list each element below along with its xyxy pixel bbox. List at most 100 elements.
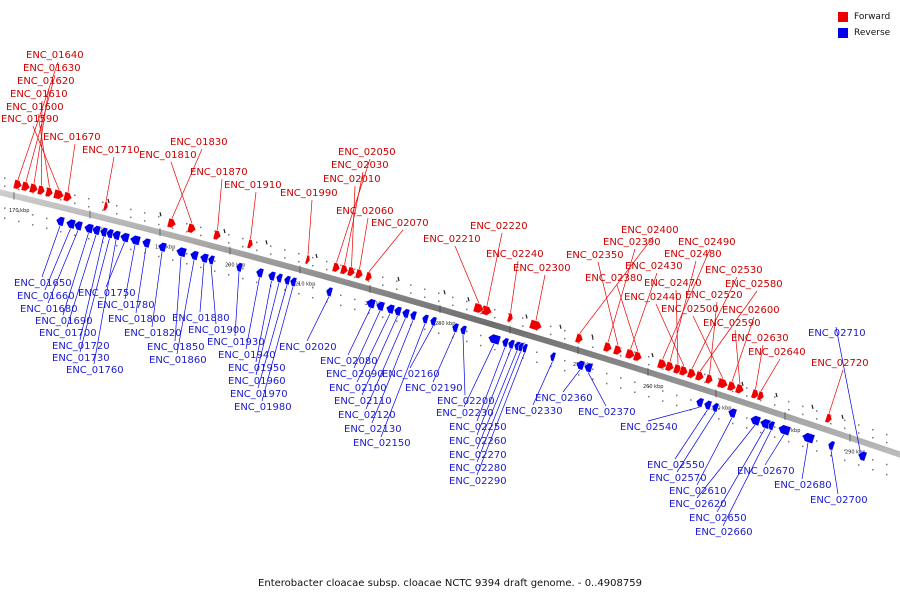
track-dot <box>620 387 622 389</box>
track-dot <box>802 405 804 408</box>
track-dot <box>326 268 328 271</box>
reverse-gene-label: ENC_01760 <box>66 365 124 376</box>
forward-gene <box>346 266 356 277</box>
track-dot <box>340 304 342 307</box>
reverse-gene <box>157 242 168 253</box>
reverse-gene <box>255 267 265 279</box>
track-dot <box>4 217 6 219</box>
track-dot <box>284 249 286 251</box>
reverse-gene-label: ENC_02250 <box>449 422 507 433</box>
leader-line <box>699 290 758 372</box>
reverse-gene <box>385 304 396 315</box>
track-dot <box>298 283 300 285</box>
track-dot <box>186 231 188 233</box>
forward-gene <box>354 268 364 279</box>
track-dot <box>620 377 622 379</box>
reverse-gene <box>517 342 525 353</box>
track-dot <box>424 296 426 298</box>
reverse-gene-label: ENC_01970 <box>230 389 288 400</box>
track-dot <box>662 390 664 392</box>
track-dot <box>676 394 678 397</box>
reverse-gene-label: ENC_02700 <box>810 495 868 506</box>
track-dot <box>46 227 48 230</box>
reverse-gene <box>119 232 131 243</box>
leader-line <box>67 143 76 193</box>
forward-gene-label: ENC_01610 <box>10 89 68 100</box>
gene-labels: ENC_01640 ENC_01630 ENC_01620 ENC_01610 ENC_… <box>1 50 869 538</box>
track-dot <box>550 365 552 368</box>
leader-line <box>716 428 766 513</box>
forward-gene-label: ENC_02060 <box>336 206 394 217</box>
track-dot <box>74 194 76 196</box>
track-dot <box>158 223 160 226</box>
track-dot <box>200 234 202 237</box>
forward-gene <box>52 188 65 200</box>
leader-line <box>171 148 203 219</box>
leader-line <box>709 301 718 375</box>
reverse-gene-label: ENC_02710 <box>808 328 866 339</box>
reverse-gene <box>575 360 586 371</box>
leader-line <box>37 113 50 188</box>
track-dot <box>284 289 286 291</box>
track-dot <box>200 266 202 269</box>
track-dot <box>704 373 706 376</box>
track-dot <box>228 242 230 244</box>
reverse-gene-label: ENC_02160 <box>382 369 440 380</box>
leader-line <box>368 229 404 272</box>
reverse-gene-label: ENC_02130 <box>344 424 402 435</box>
reverse-gene-label: ENC_02260 <box>449 436 507 447</box>
track-dot <box>634 351 636 353</box>
reverse-gene <box>365 298 377 309</box>
track-dot <box>774 404 776 406</box>
reverse-gene-label: ENC_01960 <box>228 376 286 387</box>
track-dot <box>564 329 566 332</box>
track-dot <box>760 399 762 402</box>
forward-gene-label: ENC_02530 <box>705 265 763 276</box>
track-dot <box>718 408 720 410</box>
leader-line <box>830 450 839 495</box>
forward-gene-label: ENC_01990 <box>280 188 338 199</box>
track-dot <box>186 253 188 255</box>
track-dot <box>228 274 230 276</box>
leader-line <box>835 326 863 461</box>
track-dot <box>4 177 6 179</box>
legend-reverse-swatch <box>838 28 848 38</box>
track-dot <box>816 440 818 442</box>
track-dot <box>760 431 762 434</box>
track-dot <box>466 308 468 311</box>
track-dot <box>382 276 384 278</box>
reverse-gene <box>487 333 502 346</box>
track-dot <box>886 463 888 466</box>
leader-line <box>755 344 764 390</box>
track-dot <box>788 440 790 443</box>
reverse-gene <box>767 420 776 431</box>
leader-line <box>432 332 456 383</box>
scale-label: 220 kbp <box>365 301 385 307</box>
leader-line <box>217 178 223 231</box>
forward-gene-label: ENC_01630 <box>23 63 81 74</box>
track-dot <box>718 378 720 380</box>
track-dot <box>606 372 608 375</box>
forward-gene <box>678 365 689 376</box>
track-dot <box>788 408 790 411</box>
track-dot <box>816 418 818 420</box>
leader-line <box>476 350 518 450</box>
forward-gene-label: ENC_02400 <box>621 225 679 236</box>
reverse-gene-label: ENC_02110 <box>334 396 392 407</box>
marker-dash <box>811 404 814 410</box>
track-dot <box>158 255 160 258</box>
reverse-gene-label: ENC_01680 <box>20 304 78 315</box>
track-dot <box>550 333 552 336</box>
forward-gene <box>704 373 714 385</box>
track-dot <box>620 355 622 357</box>
leader-line <box>662 248 711 360</box>
reverse-gene <box>283 275 292 286</box>
forward-gene <box>102 201 109 212</box>
forward-gene <box>506 312 514 323</box>
track-dot <box>690 399 692 401</box>
leader-line <box>676 411 716 473</box>
reverse-gene <box>55 216 66 227</box>
reverse-gene-label: ENC_02230 <box>436 408 494 419</box>
leader-line <box>587 372 607 407</box>
track-dot <box>186 263 188 265</box>
